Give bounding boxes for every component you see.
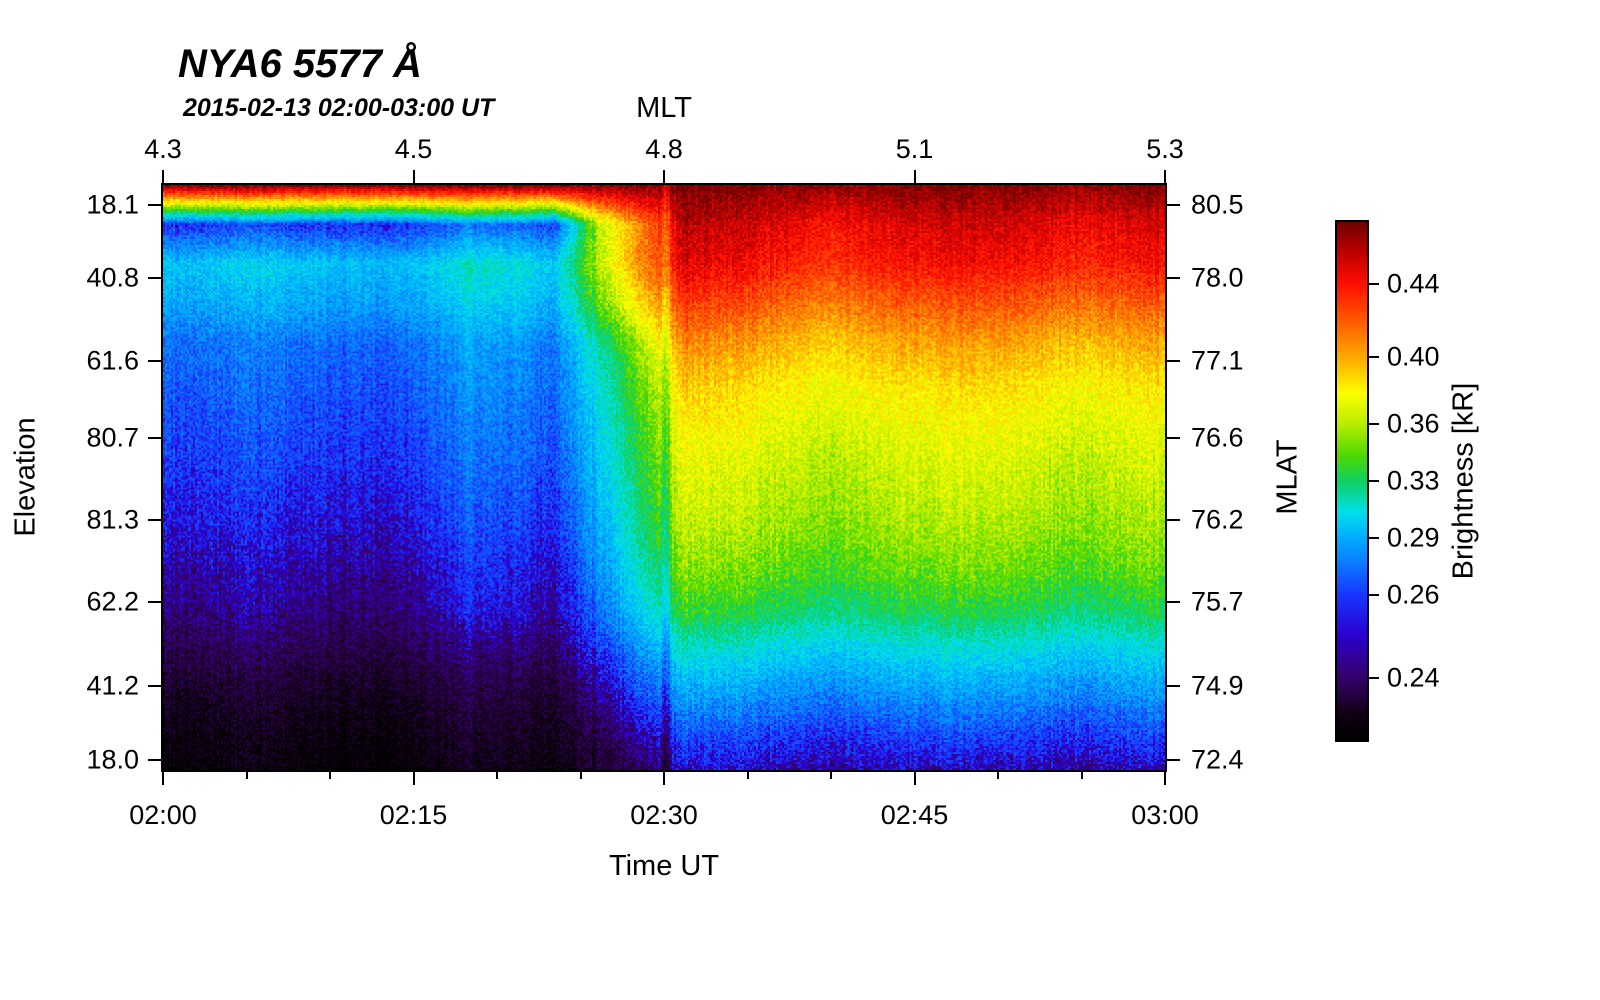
mlat-tick [1167, 519, 1180, 522]
colorbar-title: Brightness [kR] [1447, 382, 1480, 580]
colorbar-tick [1369, 480, 1379, 482]
bottom-axis-title: Time UT [608, 850, 720, 882]
mlat-tick [1167, 684, 1180, 687]
time-tick-label: 02:15 [379, 800, 448, 830]
colorbar-tick [1369, 355, 1379, 358]
mlt-tick [913, 170, 916, 183]
elevation-tick [148, 759, 161, 762]
colorbar-tick [1369, 676, 1379, 679]
elevation-tick [148, 359, 161, 362]
plot-title: NYA6 5577 Å [178, 42, 422, 86]
time-tick-label: 02:30 [630, 800, 698, 830]
mlt-tick-label: 5.3 [1146, 134, 1184, 164]
mlat-tick-label: 74.9 [1191, 670, 1244, 701]
elevation-tick [148, 437, 161, 440]
mlt-tick [412, 170, 415, 183]
time-tick [913, 772, 916, 785]
elevation-tick [148, 519, 161, 522]
elevation-tick-label: 81.3 [86, 504, 139, 535]
time-minor-tick [496, 772, 498, 779]
mlat-tick [1167, 203, 1180, 206]
colorbar-tick-label: 0.33 [1387, 465, 1440, 496]
left-axis-title: Elevation [9, 417, 42, 537]
elevation-tick-label: 80.7 [86, 422, 139, 453]
mlt-tick [663, 170, 665, 183]
time-minor-tick [245, 772, 248, 779]
mlt-tick [1164, 170, 1166, 183]
colorbar-tick-label: 0.29 [1387, 522, 1440, 553]
elevation-tick [148, 601, 161, 604]
mlt-tick-label: 4.5 [394, 134, 433, 164]
heatmap-canvas [163, 185, 1165, 770]
time-tick [162, 772, 164, 785]
time-tick-label: 03:00 [1131, 800, 1199, 830]
elevation-tick-label: 18.0 [86, 744, 139, 775]
colorbar-tick-label: 0.26 [1387, 579, 1440, 610]
time-minor-tick [1080, 772, 1083, 779]
colorbar-tick-label: 0.24 [1387, 662, 1440, 693]
mlat-tick-label: 72.4 [1191, 744, 1244, 775]
elevation-tick-label: 61.6 [86, 345, 139, 375]
mlat-tick-label: 80.5 [1191, 189, 1244, 220]
elevation-tick-label: 18.1 [86, 189, 139, 220]
plot-area [161, 183, 1167, 772]
colorbar-tick [1369, 423, 1379, 426]
mlat-tick-label: 76.2 [1191, 504, 1244, 535]
colorbar-tick [1369, 593, 1379, 596]
elevation-tick [148, 684, 161, 687]
colorbar-tick-label: 0.40 [1387, 341, 1440, 372]
mlt-tick-label: 4.8 [645, 134, 683, 164]
time-minor-tick [579, 772, 582, 779]
plot-subtitle: 2015-02-13 02:00-03:00 UT [183, 94, 495, 122]
colorbar-tick [1369, 536, 1379, 539]
time-tick [412, 772, 415, 785]
mlat-tick [1167, 437, 1180, 440]
time-minor-tick [830, 772, 832, 779]
mlat-tick-label: 75.7 [1191, 586, 1244, 617]
mlat-tick-label: 76.6 [1191, 422, 1244, 453]
mlat-tick [1167, 277, 1180, 279]
elevation-tick-label: 40.8 [86, 262, 139, 293]
colorbar-tick [1369, 283, 1379, 286]
colorbar-tick-label: 0.44 [1387, 268, 1440, 299]
mlat-tick-label: 78.0 [1191, 262, 1244, 293]
mlt-tick-label: 4.3 [144, 134, 182, 164]
elevation-tick-label: 62.2 [86, 586, 139, 617]
colorbar-tick-label: 0.36 [1387, 408, 1440, 439]
time-tick [663, 772, 665, 785]
time-tick-label: 02:45 [880, 800, 949, 830]
time-minor-tick [997, 772, 999, 779]
top-axis-title: MLT [636, 92, 692, 124]
time-tick [1164, 772, 1166, 785]
elevation-tick-label: 41.2 [86, 670, 139, 701]
mlat-tick-label: 77.1 [1191, 345, 1244, 375]
mlt-tick-label: 5.1 [895, 134, 934, 164]
right-axis-title: MLAT [1271, 439, 1304, 515]
elevation-tick [148, 203, 161, 206]
mlt-tick [162, 170, 164, 183]
time-minor-tick [746, 772, 749, 779]
colorbar-canvas [1337, 222, 1367, 740]
mlat-tick [1167, 359, 1180, 362]
elevation-tick [148, 277, 161, 279]
colorbar [1335, 220, 1369, 742]
mlat-tick [1167, 759, 1180, 762]
mlat-tick [1167, 601, 1180, 604]
time-tick-label: 02:00 [129, 800, 197, 830]
time-minor-tick [329, 772, 331, 779]
